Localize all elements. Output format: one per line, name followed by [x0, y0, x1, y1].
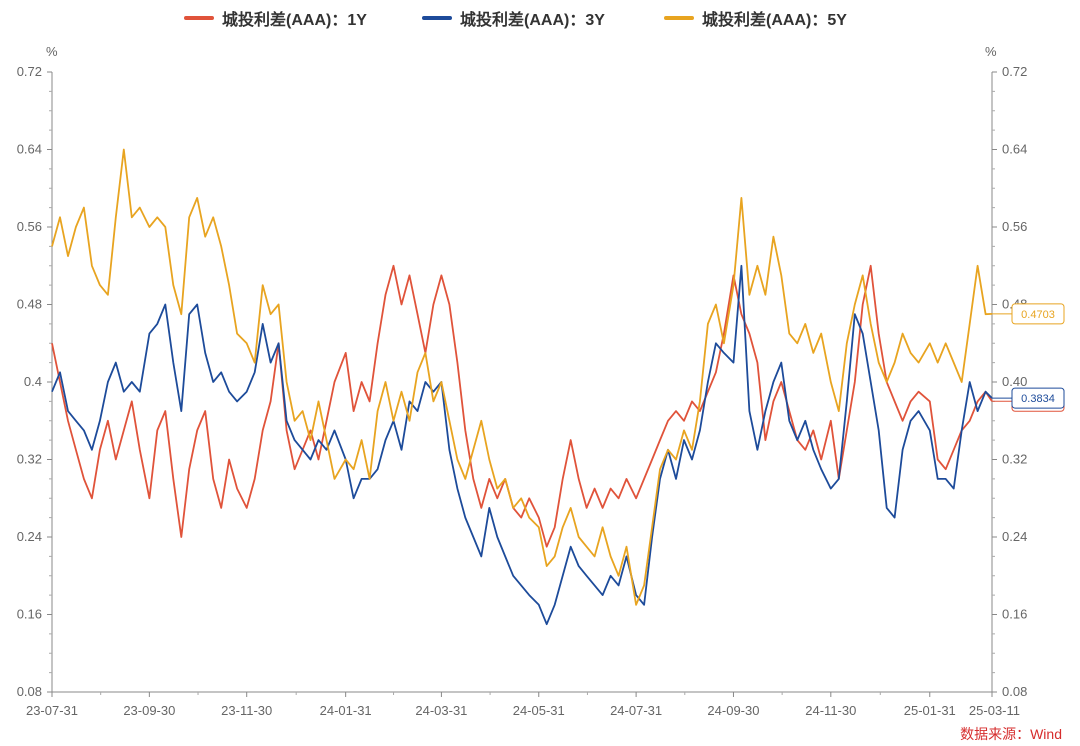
legend-label-3[interactable]: 城投利差(AAA)：5Y [702, 10, 847, 29]
y-axis-unit-left: % [46, 44, 58, 59]
end-value-box [1011, 387, 1065, 409]
y-tick-label-right: 0.56 [1002, 219, 1027, 234]
axes: 0.08 0.08 0.16 0.16 0.24 0.24 0.32 0.32 0.4 0.40 0… [17, 64, 1028, 718]
series-line-2[interactable] [51, 264, 993, 626]
x-tick-label: 24-05-31 [513, 703, 565, 718]
y-tick-label-left: 0.56 [17, 219, 42, 234]
legend-label-1[interactable]: 城投利差(AAA)：1Y [222, 10, 367, 29]
y-tick-label-left: 0.72 [17, 64, 42, 79]
y-axis-unit-right: % [985, 44, 997, 59]
y-tick-label-left: 0.16 [17, 607, 42, 622]
x-tick-label: 24-01-31 [320, 703, 372, 718]
y-tick-label-left: 0.4 [24, 374, 42, 389]
series-line-1[interactable] [51, 264, 993, 548]
y-tick-label-right: 0.40 [1002, 374, 1027, 389]
data-source-note: 数据来源：Wind [960, 726, 1062, 742]
y-tick-label-right: 0.16 [1002, 607, 1027, 622]
x-tick-label: 25-01-31 [904, 703, 956, 718]
y-tick-label-right: 0.72 [1002, 64, 1027, 79]
y-tick-label-left: 0.32 [17, 452, 42, 467]
x-tick-label: 24-09-30 [707, 703, 759, 718]
x-tick-label: 23-11-30 [221, 703, 272, 718]
series-layer [51, 148, 993, 626]
end-value-box [1011, 303, 1065, 325]
y-tick-label-left: 0.24 [17, 529, 42, 544]
legend-label-2[interactable]: 城投利差(AAA)：3Y [460, 10, 605, 29]
y-tick-label-left: 0.08 [17, 684, 42, 699]
y-tick-label-left: 0.64 [17, 142, 42, 157]
legend[interactable]: 城投利差(AAA)：1Y 城投利差(AAA)：3Y 城投利差(AAA)：5Y [184, 10, 847, 29]
x-tick-label: 24-03-31 [415, 703, 467, 718]
y-tick-label-right: 0.08 [1002, 684, 1027, 699]
y-tick-label-left: 0.48 [17, 297, 42, 312]
end-value-label: 0.4703 [1021, 309, 1055, 321]
legend-swatch-1[interactable] [184, 16, 214, 20]
x-tick-label: 23-09-30 [123, 703, 175, 718]
end-value-label: 0.3834 [1021, 393, 1055, 405]
y-tick-label-right: 0.32 [1002, 452, 1027, 467]
legend-swatch-3[interactable] [664, 16, 694, 20]
y-tick-label-right: 0.24 [1002, 529, 1027, 544]
x-tick-label: 23-07-31 [26, 703, 78, 718]
y-tick-label-right: 0.64 [1002, 142, 1027, 157]
x-tick-label: 24-11-30 [805, 703, 856, 718]
x-tick-label: 24-07-31 [610, 703, 662, 718]
series-line-3[interactable] [51, 148, 993, 606]
x-tick-label: 25-03-11 [969, 703, 1020, 718]
legend-swatch-2[interactable] [422, 16, 452, 20]
